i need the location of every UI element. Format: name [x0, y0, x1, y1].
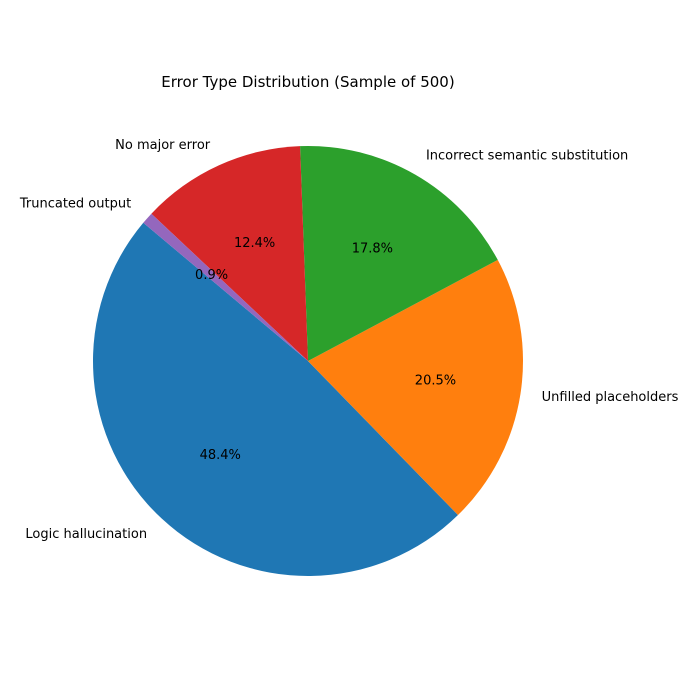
slice-label-incorrect-semantic-substitution: Incorrect semantic substitution — [426, 149, 628, 164]
pie-slice-no-major-error — [151, 146, 308, 361]
slice-percent-truncated-output: 0.9% — [195, 268, 228, 283]
slice-label-logic-hallucination: Logic hallucination — [25, 527, 147, 542]
pie-slice-unfilled-placeholders — [308, 259, 523, 516]
percent-labels: 48.4% 20.5% 17.8% 12.4% 0.9% — [195, 236, 456, 463]
slice-label-truncated-output: Truncated output — [19, 196, 131, 211]
pie-slice-truncated-output — [143, 213, 308, 361]
slice-percent-no-major-error: 12.4% — [234, 236, 275, 251]
pie-slice-logic-hallucination — [93, 222, 458, 576]
pie-slice-incorrect-semantic-substitution — [300, 145, 498, 361]
pie-slices — [93, 145, 523, 576]
slice-label-no-major-error: No major error — [115, 138, 211, 153]
slice-labels: Logic hallucination Unfilled placeholders… — [19, 138, 679, 542]
chart-title: Error Type Distribution (Sample of 500) — [161, 73, 454, 91]
slice-percent-logic-hallucination: 48.4% — [200, 448, 241, 463]
slice-label-unfilled-placeholders: Unfilled placeholders — [542, 390, 679, 405]
slice-percent-incorrect-semantic-substitution: 17.8% — [352, 242, 393, 257]
slice-percent-unfilled-placeholders: 20.5% — [415, 373, 456, 388]
